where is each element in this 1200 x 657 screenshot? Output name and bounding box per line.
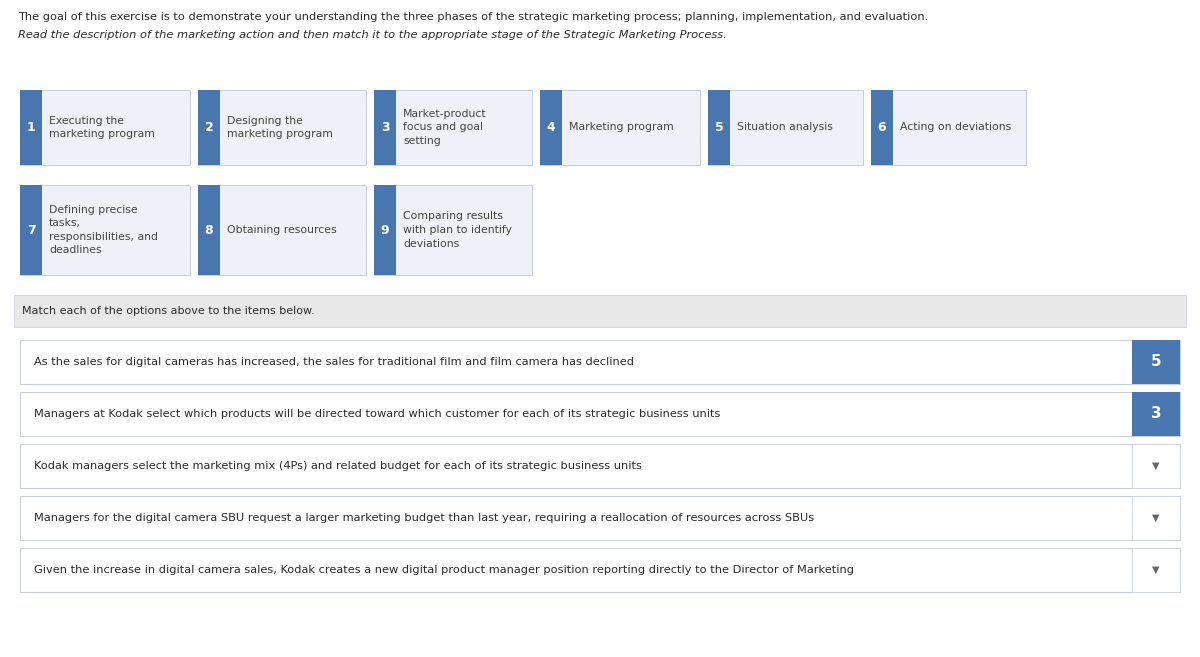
Text: Comparing results
with plan to identify
deviations: Comparing results with plan to identify … bbox=[403, 212, 512, 248]
Bar bbox=[198, 90, 366, 165]
Text: Situation analysis: Situation analysis bbox=[737, 122, 833, 133]
Text: Marketing program: Marketing program bbox=[569, 122, 673, 133]
Bar bbox=[540, 90, 562, 165]
Text: Given the increase in digital camera sales, Kodak creates a new digital product : Given the increase in digital camera sal… bbox=[34, 565, 854, 575]
Bar bbox=[20, 185, 190, 275]
Bar bbox=[540, 90, 700, 165]
Bar bbox=[198, 90, 220, 165]
Bar bbox=[1132, 444, 1180, 488]
Text: ▼: ▼ bbox=[1152, 513, 1159, 523]
Bar bbox=[20, 90, 42, 165]
Bar bbox=[871, 90, 893, 165]
Bar bbox=[20, 185, 42, 275]
Bar bbox=[20, 548, 1180, 592]
Text: 1: 1 bbox=[26, 121, 35, 134]
Text: 5: 5 bbox=[715, 121, 724, 134]
Bar bbox=[20, 392, 1180, 436]
Bar bbox=[708, 90, 730, 165]
Bar bbox=[14, 295, 1186, 327]
Bar bbox=[198, 185, 366, 275]
Text: 8: 8 bbox=[205, 223, 214, 237]
Bar bbox=[374, 185, 532, 275]
Bar bbox=[871, 90, 1026, 165]
Text: 2: 2 bbox=[205, 121, 214, 134]
Bar bbox=[198, 185, 220, 275]
Text: 3: 3 bbox=[1151, 407, 1162, 422]
Text: Market-product
focus and goal
setting: Market-product focus and goal setting bbox=[403, 109, 487, 146]
Bar bbox=[1132, 340, 1180, 384]
Text: 6: 6 bbox=[877, 121, 887, 134]
Text: Kodak managers select the marketing mix (4Ps) and related budget for each of its: Kodak managers select the marketing mix … bbox=[34, 461, 642, 471]
Text: Executing the
marketing program: Executing the marketing program bbox=[49, 116, 155, 139]
Bar bbox=[374, 90, 532, 165]
Text: 9: 9 bbox=[380, 223, 389, 237]
Text: Obtaining resources: Obtaining resources bbox=[227, 225, 337, 235]
Bar bbox=[1132, 392, 1180, 436]
Bar bbox=[20, 444, 1180, 488]
Text: 3: 3 bbox=[380, 121, 389, 134]
Bar bbox=[1132, 548, 1180, 592]
Text: Read the description of the marketing action and then match it to the appropriat: Read the description of the marketing ac… bbox=[18, 30, 727, 40]
Bar bbox=[20, 496, 1180, 540]
Text: 4: 4 bbox=[547, 121, 556, 134]
Text: Designing the
marketing program: Designing the marketing program bbox=[227, 116, 332, 139]
Text: Defining precise
tasks,
responsibilities, and
deadlines: Defining precise tasks, responsibilities… bbox=[49, 204, 158, 256]
Text: ▼: ▼ bbox=[1152, 461, 1159, 471]
Text: 7: 7 bbox=[26, 223, 35, 237]
Bar bbox=[20, 90, 190, 165]
Text: The goal of this exercise is to demonstrate your understanding the three phases : The goal of this exercise is to demonstr… bbox=[18, 12, 929, 22]
Text: Acting on deviations: Acting on deviations bbox=[900, 122, 1012, 133]
Bar bbox=[708, 90, 863, 165]
Text: Managers for the digital camera SBU request a larger marketing budget than last : Managers for the digital camera SBU requ… bbox=[34, 513, 814, 523]
Bar bbox=[374, 185, 396, 275]
Text: ▼: ▼ bbox=[1152, 565, 1159, 575]
Text: 5: 5 bbox=[1151, 355, 1162, 369]
Bar bbox=[1132, 496, 1180, 540]
Bar bbox=[20, 340, 1180, 384]
Text: Match each of the options above to the items below.: Match each of the options above to the i… bbox=[22, 306, 314, 316]
Text: As the sales for digital cameras has increased, the sales for traditional film a: As the sales for digital cameras has inc… bbox=[34, 357, 634, 367]
Text: Managers at Kodak select which products will be directed toward which customer f: Managers at Kodak select which products … bbox=[34, 409, 720, 419]
Bar bbox=[374, 90, 396, 165]
